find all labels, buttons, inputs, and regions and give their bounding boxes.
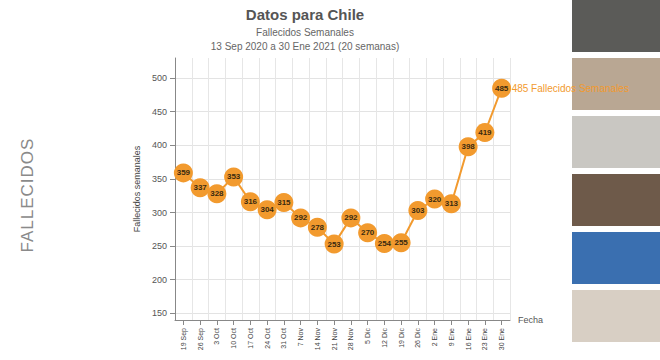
svg-text:12 Dic: 12 Dic — [381, 328, 388, 348]
svg-text:3 Oct: 3 Oct — [213, 328, 220, 345]
svg-text:200: 200 — [152, 275, 167, 285]
svg-text:10 Oct: 10 Oct — [230, 328, 237, 349]
svg-text:353: 353 — [227, 172, 241, 181]
svg-text:304: 304 — [260, 205, 274, 214]
svg-text:14 Nov: 14 Nov — [314, 328, 321, 351]
svg-text:Fecha: Fecha — [518, 315, 543, 325]
html-text:FALLECIDOS: FALLECIDOS — [18, 137, 37, 253]
svg-text:292: 292 — [294, 213, 308, 222]
svg-text:350: 350 — [152, 174, 167, 184]
svg-text:485: 485 — [495, 84, 509, 93]
svg-text:250: 250 — [152, 241, 167, 251]
svg-text:17 Oct: 17 Oct — [247, 328, 254, 349]
svg-text:450: 450 — [152, 107, 167, 117]
svg-text:292: 292 — [344, 213, 358, 222]
svg-text:400: 400 — [152, 140, 167, 150]
svg-text:2 Ene: 2 Ene — [431, 328, 438, 346]
svg-text:Fallecidos Semanales: Fallecidos Semanales — [256, 27, 354, 38]
svg-text:270: 270 — [361, 228, 375, 237]
svg-text:16 Ene: 16 Ene — [465, 328, 472, 350]
svg-text:24 Oct: 24 Oct — [264, 328, 271, 349]
svg-text:7 Nov: 7 Nov — [297, 328, 304, 347]
svg-text:278: 278 — [311, 223, 325, 232]
svg-text:359: 359 — [177, 168, 191, 177]
svg-text:28 Nov: 28 Nov — [347, 328, 354, 351]
svg-text:26 Sep: 26 Sep — [197, 328, 205, 350]
svg-text:30 Ene: 30 Ene — [498, 328, 505, 350]
svg-text:485 Fallecidos Semanales: 485 Fallecidos Semanales — [512, 83, 629, 94]
svg-text:398: 398 — [461, 142, 475, 151]
svg-text:303: 303 — [411, 206, 425, 215]
svg-text:419: 419 — [478, 128, 492, 137]
svg-text:13 Sep 2020 a 30 Ene 2021 (20: 13 Sep 2020 a 30 Ene 2021 (20 semanas) — [211, 41, 399, 52]
svg-text:21 Nov: 21 Nov — [331, 328, 338, 351]
svg-text:255: 255 — [394, 238, 408, 247]
svg-text:300: 300 — [152, 208, 167, 218]
svg-text:253: 253 — [327, 240, 341, 249]
svg-text:19 Dic: 19 Dic — [398, 328, 405, 348]
svg-text:254: 254 — [378, 239, 392, 248]
svg-text:328: 328 — [210, 189, 224, 198]
svg-text:320: 320 — [428, 195, 442, 204]
svg-text:337: 337 — [193, 183, 207, 192]
svg-text:9 Ene: 9 Ene — [448, 328, 455, 346]
svg-text:31 Oct: 31 Oct — [280, 328, 287, 349]
svg-text:313: 313 — [445, 199, 459, 208]
svg-text:26 Dic: 26 Dic — [414, 328, 421, 348]
svg-text:23 Ene: 23 Ene — [481, 328, 488, 350]
svg-text:5 Dic: 5 Dic — [364, 328, 371, 344]
svg-text:Fallecidos semanales: Fallecidos semanales — [132, 145, 142, 232]
svg-text:19 Sep: 19 Sep — [180, 328, 188, 350]
svg-text:Datos para Chile: Datos para Chile — [246, 6, 364, 23]
svg-text:315: 315 — [277, 198, 291, 207]
svg-text:316: 316 — [244, 197, 258, 206]
svg-text:500: 500 — [152, 73, 167, 83]
svg-text:150: 150 — [152, 308, 167, 318]
